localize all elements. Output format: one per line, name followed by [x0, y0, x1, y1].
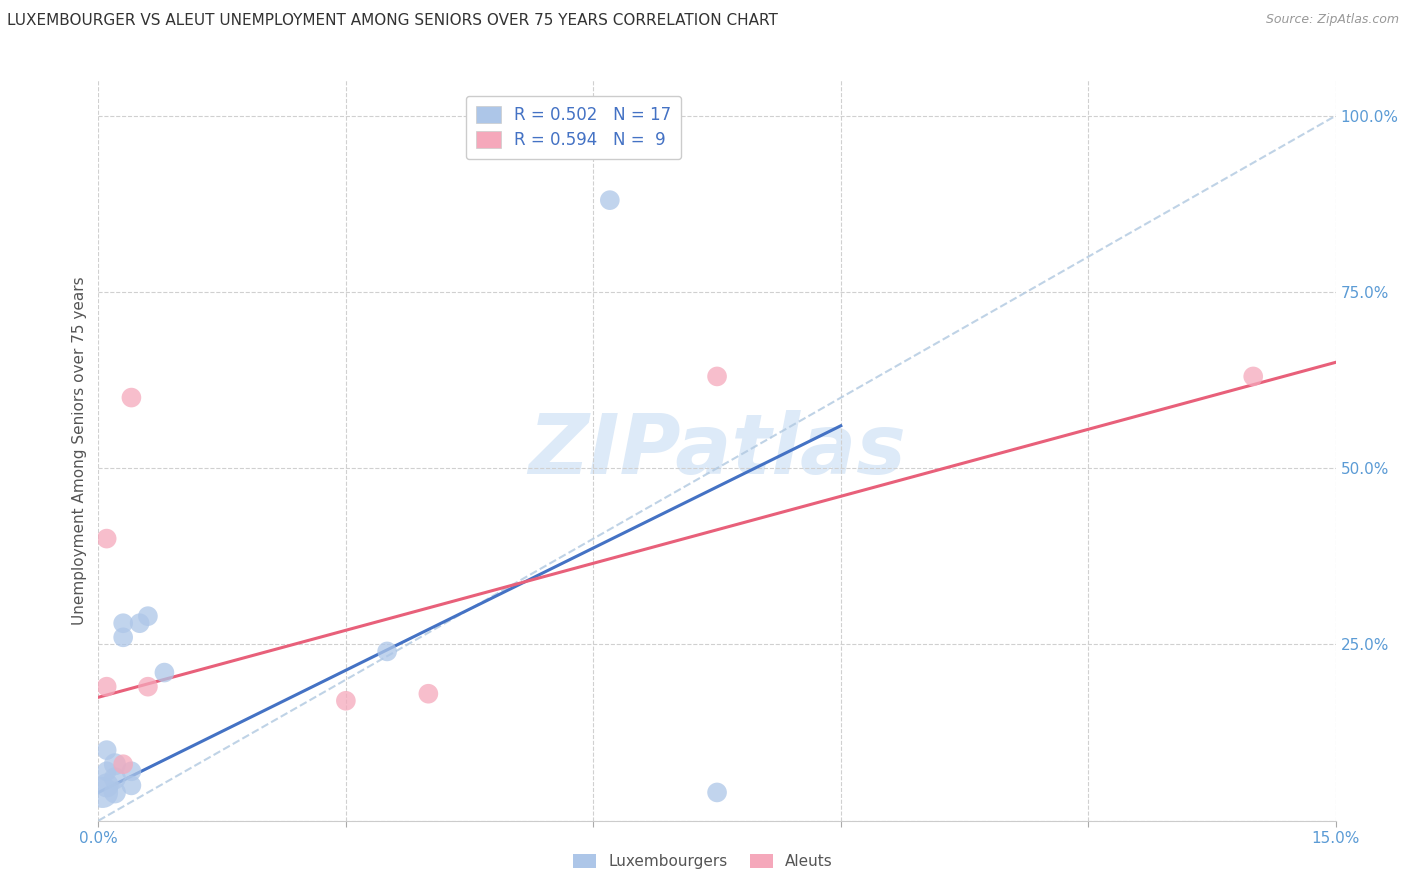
Point	[96, 778, 118, 792]
Point	[120, 778, 142, 792]
Point	[1241, 369, 1264, 384]
Point	[120, 764, 142, 779]
Point	[112, 757, 135, 772]
Point	[599, 193, 621, 207]
Point	[112, 616, 135, 631]
Point	[96, 680, 118, 694]
Point	[136, 609, 159, 624]
Point	[104, 772, 127, 786]
Legend: Luxembourgers, Aleuts: Luxembourgers, Aleuts	[567, 848, 839, 875]
Text: Source: ZipAtlas.com: Source: ZipAtlas.com	[1265, 13, 1399, 27]
Point	[335, 694, 357, 708]
Point	[104, 757, 127, 772]
Point	[112, 630, 135, 644]
Legend: R = 0.502   N = 17, R = 0.594   N =  9: R = 0.502 N = 17, R = 0.594 N = 9	[465, 96, 681, 159]
Point	[706, 785, 728, 799]
Point	[120, 391, 142, 405]
Point	[104, 785, 127, 799]
Text: ZIPatlas: ZIPatlas	[529, 410, 905, 491]
Text: LUXEMBOURGER VS ALEUT UNEMPLOYMENT AMONG SENIORS OVER 75 YEARS CORRELATION CHART: LUXEMBOURGER VS ALEUT UNEMPLOYMENT AMONG…	[7, 13, 778, 29]
Point	[96, 764, 118, 779]
Point	[91, 785, 114, 799]
Point	[96, 532, 118, 546]
Point	[136, 680, 159, 694]
Point	[96, 743, 118, 757]
Point	[375, 644, 398, 658]
Point	[153, 665, 176, 680]
Point	[128, 616, 150, 631]
Point	[418, 687, 440, 701]
Point	[706, 369, 728, 384]
Y-axis label: Unemployment Among Seniors over 75 years: Unemployment Among Seniors over 75 years	[72, 277, 87, 624]
